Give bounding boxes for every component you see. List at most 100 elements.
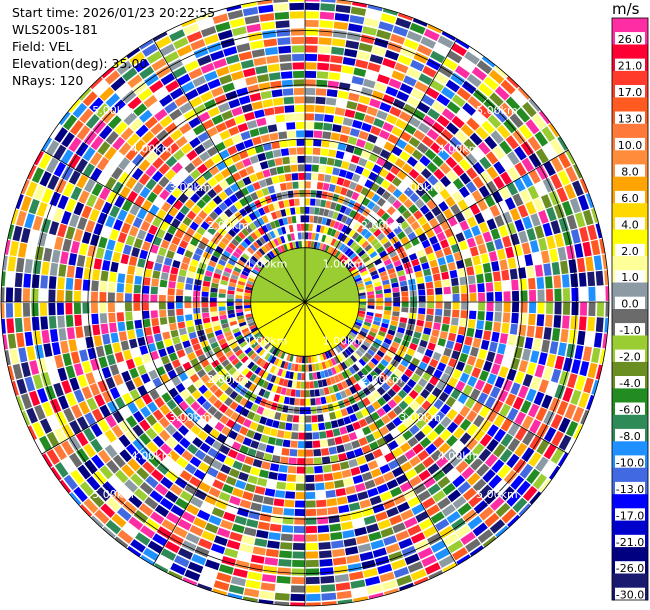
gate-1009 xyxy=(461,344,471,355)
gate-3306 xyxy=(274,157,283,166)
gate-1747 xyxy=(291,568,305,576)
gate-2019 xyxy=(207,447,219,458)
gate-1224 xyxy=(512,458,527,474)
gate-1438 xyxy=(357,400,366,410)
gate-3026 xyxy=(195,175,207,186)
gate-3001 xyxy=(171,162,183,174)
gate-1446 xyxy=(392,466,404,478)
gate-2773 xyxy=(136,229,147,240)
gate-1321 xyxy=(366,373,375,383)
gate-1062 xyxy=(424,348,434,358)
gate-516 xyxy=(383,241,392,249)
gate-1611 xyxy=(320,396,327,405)
gate-1725 xyxy=(300,381,305,389)
gate-985 xyxy=(513,346,523,359)
gate-2304 xyxy=(99,404,111,418)
gate-2165 xyxy=(133,452,147,466)
gate-3313 xyxy=(260,90,272,100)
gate-3355 xyxy=(295,207,301,215)
gate-2497 xyxy=(92,324,101,336)
gate-915 xyxy=(417,313,425,321)
gate-2988 xyxy=(255,250,263,258)
gate-193 xyxy=(382,58,397,69)
gate-1903 xyxy=(259,416,268,425)
gate-227 xyxy=(406,30,423,43)
gate-1647 xyxy=(322,464,332,473)
gate-458 xyxy=(364,244,373,252)
gate-2403 xyxy=(180,334,189,342)
gate-1579 xyxy=(320,370,326,379)
gate-1904 xyxy=(256,424,265,433)
gate-1471 xyxy=(365,433,376,443)
gate-2969 xyxy=(190,193,201,204)
gate-681 xyxy=(364,280,373,286)
gate-368 xyxy=(461,80,477,95)
gate-2441 xyxy=(95,345,105,358)
gate-2577 xyxy=(124,293,132,302)
gate-3203 xyxy=(214,94,227,105)
gate-2507 xyxy=(7,333,17,349)
gate-2083 xyxy=(154,483,169,496)
gate-885 xyxy=(392,306,400,312)
gate-3406 xyxy=(289,11,304,19)
gate-3142 xyxy=(215,141,226,152)
gate-2788 xyxy=(21,179,30,195)
gate-396 xyxy=(488,69,505,85)
gate-1361 xyxy=(422,456,435,468)
gate-1555 xyxy=(334,410,343,419)
gate-2290 xyxy=(212,346,222,354)
gate-793 xyxy=(585,256,594,272)
gate-1664 xyxy=(308,356,312,363)
gate-3016 xyxy=(252,241,260,249)
gate-2861 xyxy=(156,209,167,220)
gate-1186 xyxy=(459,405,471,418)
gate-803 xyxy=(418,289,426,296)
gate-14 xyxy=(305,121,314,129)
gate-2612 xyxy=(48,276,57,289)
gate-1239 xyxy=(408,389,419,400)
gate-3118 xyxy=(179,102,193,114)
gate-2136 xyxy=(142,461,155,474)
gate-2292 xyxy=(197,354,207,363)
gate-594 xyxy=(543,161,556,177)
gate-1639 xyxy=(315,397,322,405)
gate-583 xyxy=(462,207,473,219)
gate-800 xyxy=(392,292,400,298)
gate-825 xyxy=(359,298,367,302)
gate-1049 xyxy=(562,387,574,403)
gate-3130 xyxy=(266,232,273,241)
gate-2669 xyxy=(51,249,61,263)
gate-935 xyxy=(593,332,603,348)
gate-1497 xyxy=(349,413,358,423)
gate-1945 xyxy=(198,538,213,550)
gate-1146 xyxy=(386,350,395,359)
gate-1060 xyxy=(409,342,418,351)
gate-2925 xyxy=(90,135,104,151)
gate-1142 xyxy=(357,333,366,340)
gate-3291 xyxy=(236,42,251,53)
field-text: Field: VEL xyxy=(12,39,73,54)
gate-3405 xyxy=(290,28,304,36)
gate-63 xyxy=(315,199,321,207)
gate-3335 xyxy=(279,139,289,148)
gate-1070 xyxy=(486,373,497,385)
gate-715 xyxy=(414,270,423,278)
gate-669 xyxy=(506,222,517,235)
gate-1789 xyxy=(285,422,293,431)
gate-536 xyxy=(527,136,541,152)
colorbar-tick-bg-5 xyxy=(615,164,645,179)
gate-413 xyxy=(426,161,438,173)
gate-2911 xyxy=(200,221,210,231)
gate-1651 xyxy=(326,498,338,507)
gate-995 xyxy=(595,364,603,380)
gate-3200 xyxy=(224,118,237,129)
gate-1064 xyxy=(440,355,450,365)
gate-349 xyxy=(361,218,370,227)
gate-2193 xyxy=(132,438,145,451)
gate-1532 xyxy=(359,463,370,474)
gate-3216 xyxy=(277,227,283,236)
gate-1297 xyxy=(398,400,409,411)
gate-1240 xyxy=(415,395,426,405)
gate-635 xyxy=(471,225,481,237)
gate-1843 xyxy=(278,395,285,404)
